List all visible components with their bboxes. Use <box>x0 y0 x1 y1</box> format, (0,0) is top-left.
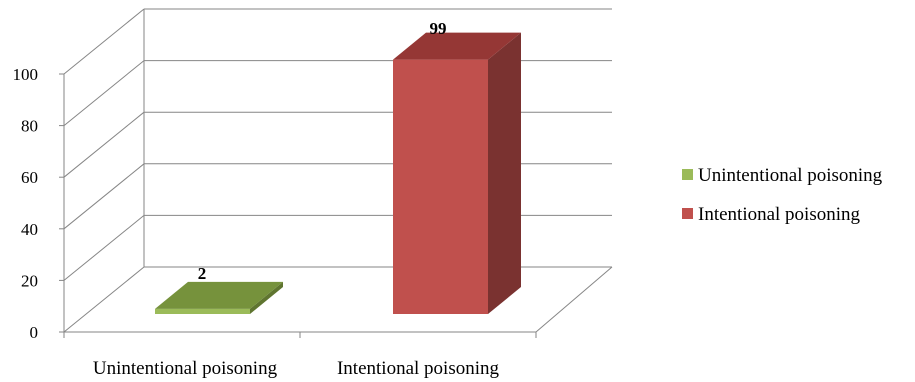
bar-intentional-top <box>393 32 521 60</box>
y-tick-label: 0 <box>30 323 39 342</box>
chart-labels: 2 99 Unintentional poisoning Intentional… <box>93 19 500 379</box>
gridline-side <box>63 60 145 126</box>
legend: Unintentional poisoning Intentional pois… <box>682 165 883 225</box>
y-tick-label: 80 <box>21 117 38 136</box>
chart-bars <box>155 32 521 314</box>
bar-unintentional-front <box>155 308 250 314</box>
legend-swatch-intentional <box>682 208 693 219</box>
y-tick-label: 60 <box>21 168 38 187</box>
chart-grid: 0 20 40 60 80 100 <box>13 8 613 342</box>
gridline-side <box>63 8 145 75</box>
x-tick-label-unintentional: Unintentional poisoning <box>93 358 278 379</box>
y-tick-label: 40 <box>21 220 38 239</box>
bar-intentional-front <box>393 59 488 314</box>
bar-unintentional-top <box>155 281 283 309</box>
gridline-side <box>63 163 145 230</box>
legend-label-intentional: Intentional poisoning <box>698 204 861 225</box>
data-label-intentional: 99 <box>430 19 447 38</box>
bar-unintentional-side <box>250 281 283 314</box>
gridline-side <box>63 266 145 333</box>
y-tick-label: 20 <box>21 271 38 290</box>
legend-swatch-unintentional <box>682 169 693 180</box>
data-label-unintentional: 2 <box>198 264 207 283</box>
x-tick-label-intentional: Intentional poisoning <box>337 358 500 379</box>
gridline-side <box>63 111 145 178</box>
gridline-side <box>63 215 145 281</box>
bar-intentional-side <box>488 32 521 314</box>
legend-label-unintentional: Unintentional poisoning <box>698 165 883 186</box>
y-tick-label: 100 <box>13 65 39 84</box>
floor-right-edge <box>535 266 613 333</box>
